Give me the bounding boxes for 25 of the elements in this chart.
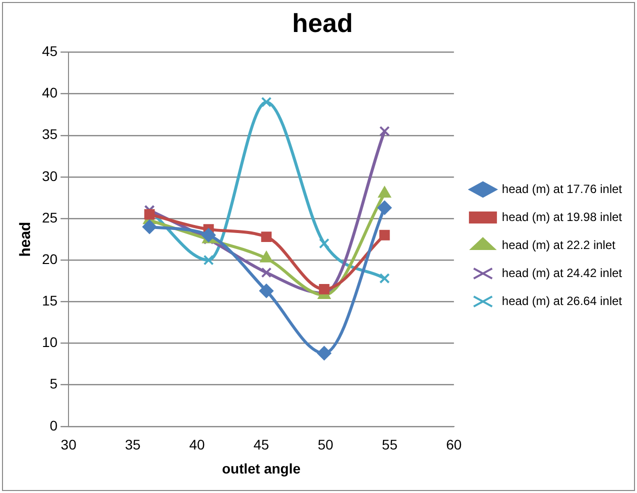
x-tick-label: 50	[318, 436, 334, 453]
y-tick-label: 40	[42, 84, 58, 101]
y-tick-label: 5	[50, 376, 58, 392]
y-tick-label: 25	[42, 209, 58, 226]
legend-label: head (m) at 17.76 inlet	[502, 182, 623, 196]
y-tick-label: 0	[50, 417, 58, 434]
legend-label: head (m) at 19.98 inlet	[502, 210, 623, 224]
legend-label: head (m) at 24.42 inlet	[502, 266, 623, 280]
y-tick-label: 20	[42, 250, 58, 267]
y-axis-title: head	[17, 222, 34, 257]
y-tick-label: 45	[42, 43, 58, 60]
y-tick-label: 10	[42, 334, 58, 350]
x-tick-label: 40	[189, 436, 206, 453]
x-axis-title: outlet angle	[222, 460, 301, 476]
y-tick-label: 30	[42, 168, 58, 184]
legend-label: head (m) at 22.2 inlet	[502, 238, 616, 252]
x-tick-label: 60	[446, 436, 462, 453]
y-tick-label: 35	[42, 126, 58, 142]
legend-label: head (m) at 26.64 inlet	[502, 294, 623, 308]
y-tick-label: 15	[42, 292, 58, 309]
x-tick-label: 45	[253, 436, 270, 453]
x-tick-label: 35	[125, 436, 141, 453]
x-tick-label: 30	[60, 436, 77, 453]
x-tick-label: 55	[382, 436, 398, 453]
chart-title: head	[292, 8, 353, 38]
